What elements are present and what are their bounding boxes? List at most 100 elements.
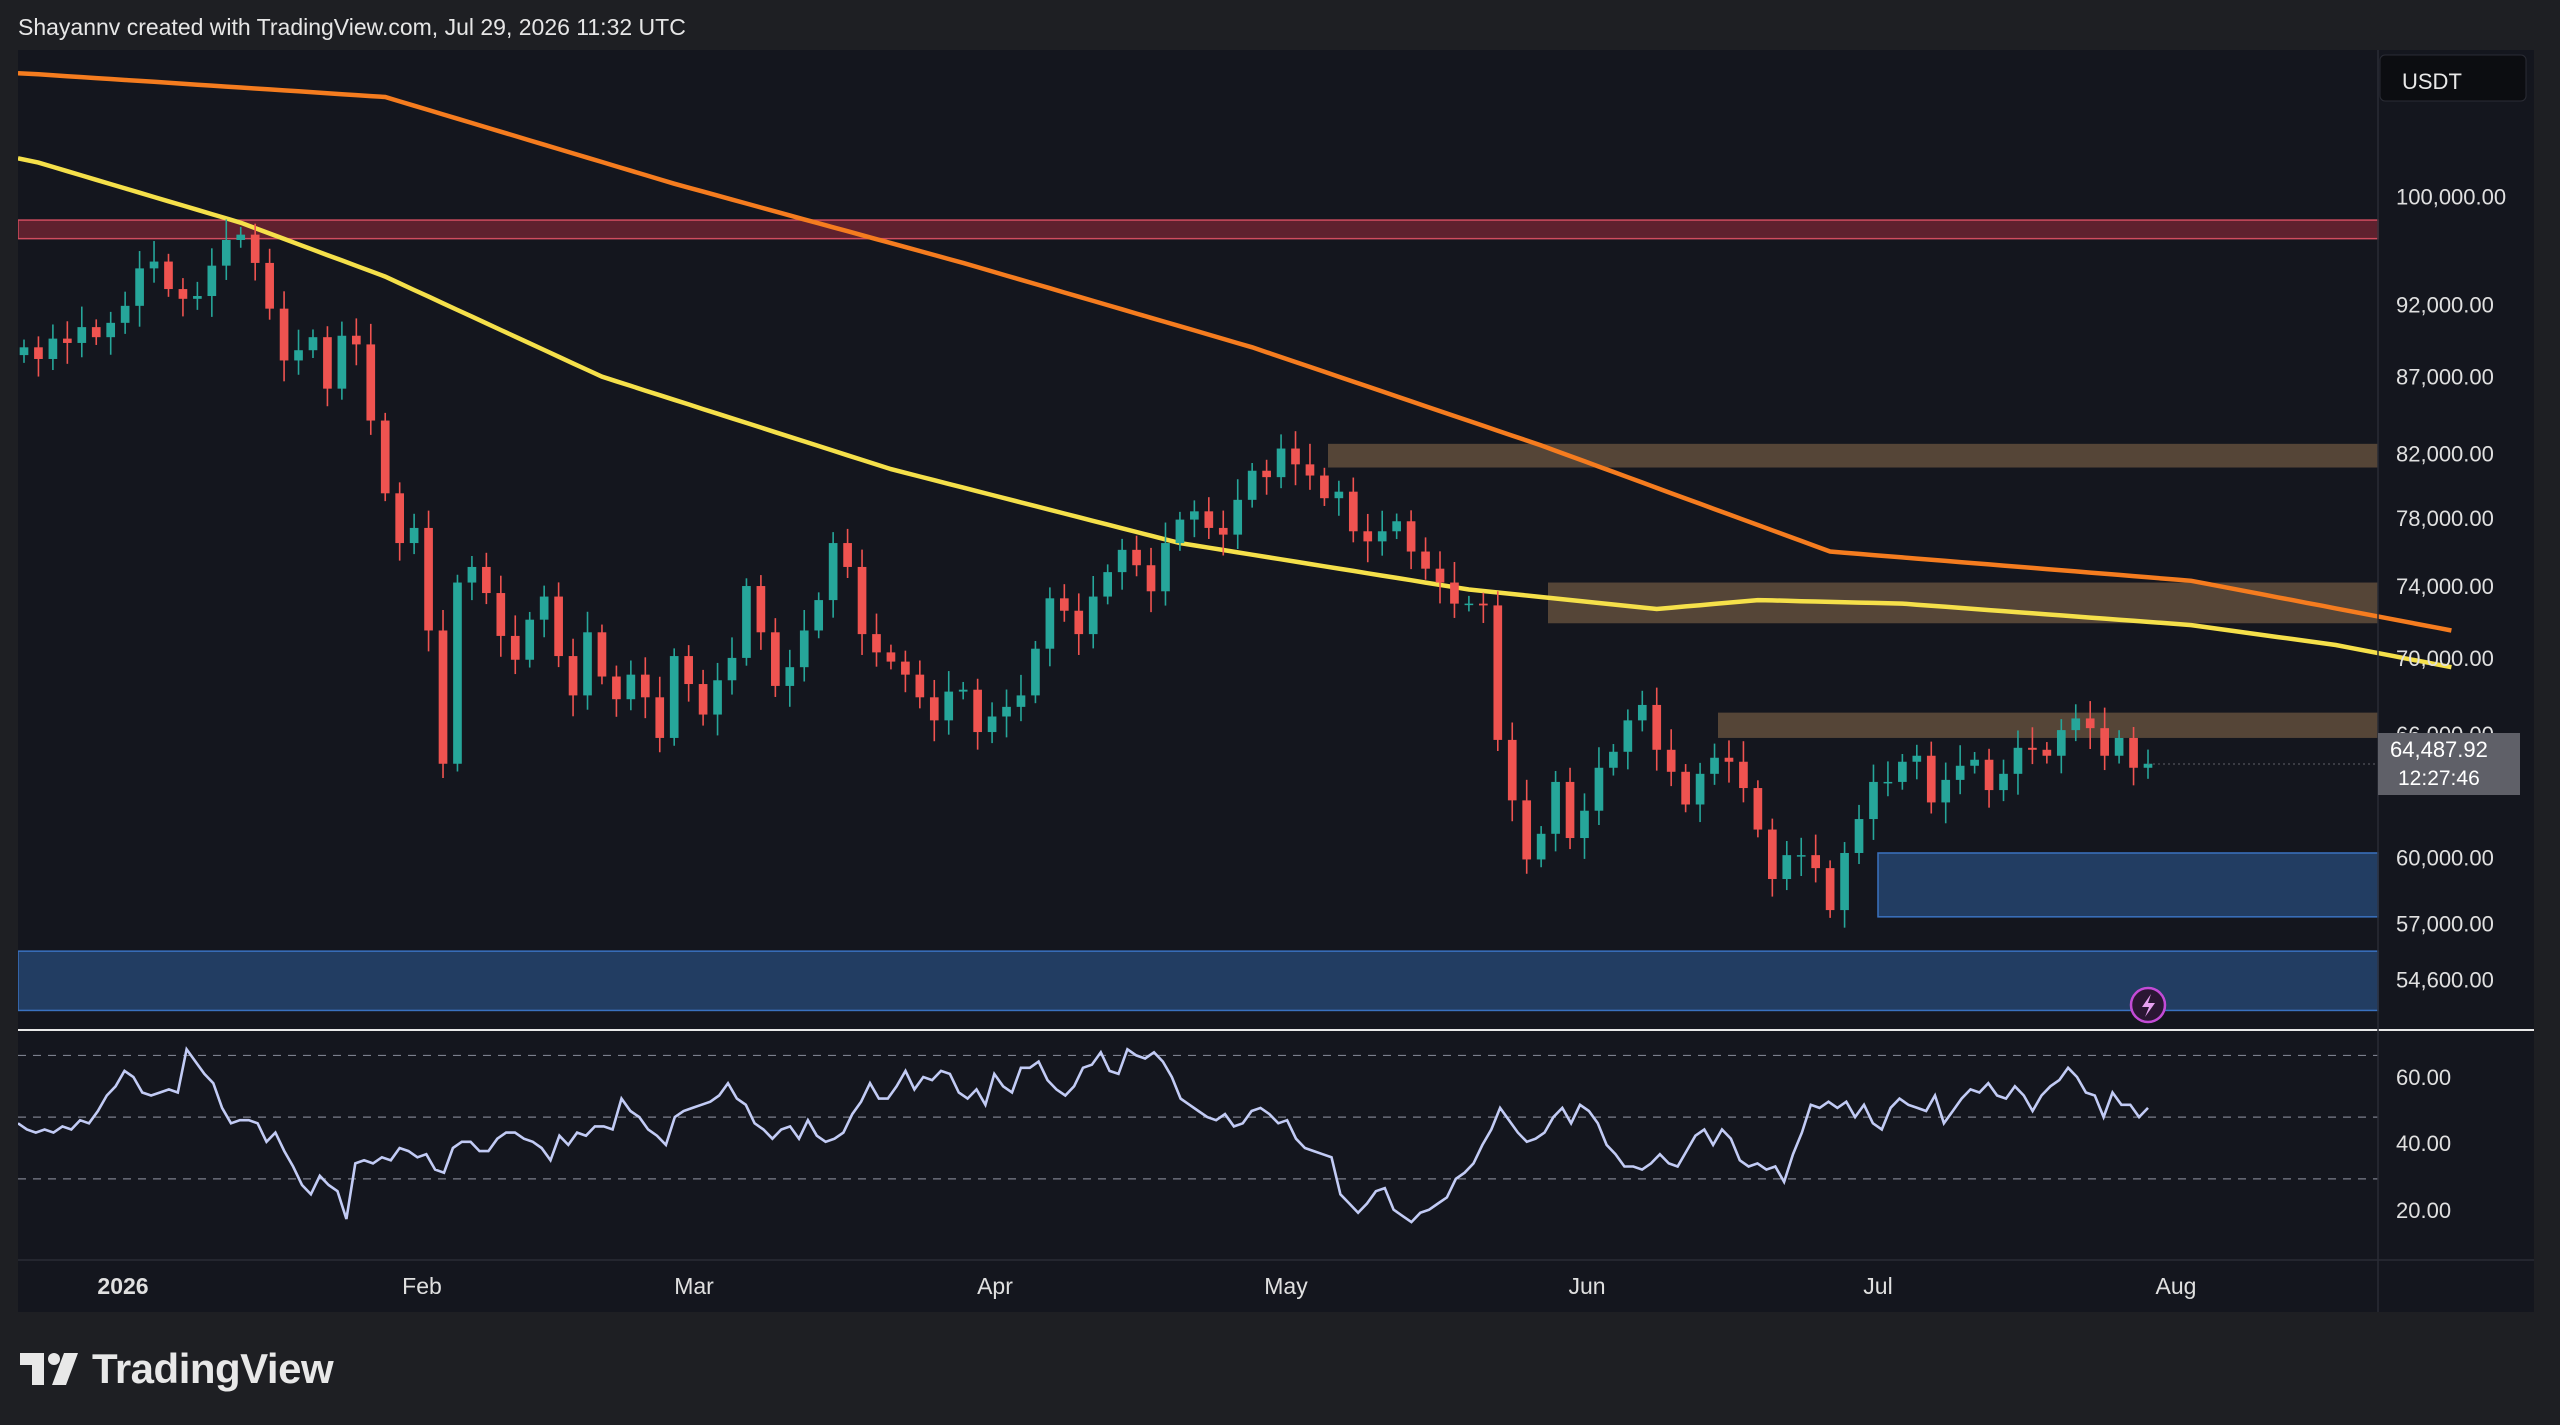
- candle-body: [1247, 470, 1257, 500]
- candle-body: [467, 566, 477, 583]
- currency-box[interactable]: [2379, 54, 2527, 102]
- candle-body: [771, 632, 780, 686]
- price-tick-label: 82,000.00: [2396, 441, 2494, 466]
- candle-body: [48, 338, 58, 359]
- currency-label: USDT: [2402, 69, 2462, 94]
- candle-body: [1218, 527, 1228, 535]
- candle-body: [1045, 598, 1055, 649]
- price-tick-label: 57,000.00: [2396, 912, 2494, 937]
- candle-body: [135, 268, 144, 306]
- candle-body: [1103, 572, 1113, 597]
- candle-body: [1883, 781, 1893, 784]
- candle-body: [1507, 739, 1517, 801]
- candle-body: [742, 586, 751, 658]
- chart-attribution: Shayannv created with TradingView.com, J…: [18, 14, 686, 40]
- time-tick-label: Aug: [2156, 1273, 2197, 1299]
- tradingview-logo: TradingView: [20, 1345, 334, 1393]
- candle-body: [2071, 718, 2081, 731]
- candle-body: [395, 493, 405, 544]
- price-chart[interactable]: USDT 60.00 40.00 20.00 2026 Feb Mar Apr May Jun…: [18, 50, 2534, 1312]
- candle-body: [1536, 833, 1546, 860]
- candle-body: [1204, 511, 1214, 528]
- candle-body: [1377, 531, 1387, 542]
- candle-body: [1609, 751, 1618, 768]
- candle-body: [424, 527, 433, 631]
- candle-body: [1190, 511, 1199, 520]
- supply-zone: [1718, 712, 2378, 738]
- candle-body: [482, 566, 491, 594]
- price-tick-label: 74,000.00: [2396, 574, 2494, 599]
- candle-body: [1161, 543, 1170, 592]
- candle-body: [785, 667, 795, 686]
- candle-body: [1710, 757, 1719, 774]
- candle-body: [1016, 695, 1026, 707]
- candle-body: [857, 566, 867, 635]
- candle-body: [1406, 521, 1416, 552]
- candle-body: [1464, 603, 1474, 606]
- price-tick-label: 54,600.00: [2396, 967, 2494, 992]
- candle-body: [510, 635, 520, 660]
- candle-body: [684, 656, 693, 685]
- candle-body: [872, 634, 881, 653]
- demand-zone: [1877, 852, 2379, 918]
- candle-body: [207, 265, 217, 297]
- candle-body: [655, 697, 665, 738]
- candle-body: [1551, 781, 1560, 834]
- rsi-tick-label: 20.00: [2396, 1198, 2451, 1223]
- candle-body: [539, 596, 549, 620]
- price-tick-label: 60,000.00: [2396, 845, 2494, 870]
- candle-body: [886, 652, 896, 662]
- candle-body: [2085, 718, 2095, 729]
- candle-body: [612, 676, 621, 700]
- candle-body: [236, 234, 246, 240]
- candle-body: [944, 691, 954, 721]
- candle-body: [698, 684, 708, 715]
- candle-body: [828, 543, 838, 601]
- candle-body: [1854, 819, 1864, 853]
- last-price-label-box: [2378, 733, 2520, 795]
- candle-body: [2100, 728, 2109, 756]
- candle-body: [1970, 759, 1979, 766]
- candle-body: [1782, 855, 1792, 880]
- candle-body: [1840, 852, 1849, 911]
- candle-body: [901, 661, 910, 675]
- chart-panel[interactable]: USDT 60.00 40.00 20.00 2026 Feb Mar Apr May Jun…: [18, 50, 2534, 1312]
- resistance-zone: [18, 219, 2379, 240]
- time-tick-label: 2026: [97, 1273, 148, 1299]
- candle-body: [799, 630, 809, 668]
- candle-body: [640, 674, 650, 698]
- candle-body: [669, 656, 679, 738]
- candle-body: [843, 543, 852, 567]
- candle-body: [19, 347, 29, 356]
- candle-body: [568, 656, 578, 696]
- candle-body: [2129, 737, 2138, 768]
- rsi-line: [18, 1046, 2149, 1224]
- candle-body: [106, 322, 116, 338]
- candle-body: [1767, 829, 1777, 880]
- candle-body: [915, 674, 925, 698]
- candle-body: [554, 596, 563, 657]
- candle-body: [1320, 475, 1329, 499]
- supply-zone: [1548, 582, 2378, 624]
- candle-body: [63, 338, 72, 343]
- candle-body: [91, 327, 101, 338]
- candle-body: [308, 337, 318, 351]
- rsi-tick-label: 60.00: [2396, 1065, 2451, 1090]
- candle-body: [2042, 749, 2052, 756]
- candle-body: [1175, 519, 1185, 544]
- candle-body: [1666, 749, 1676, 772]
- candle-body: [1580, 810, 1589, 839]
- candle-body: [1984, 759, 1994, 791]
- candle-body: [1739, 761, 1748, 789]
- candle-body: [164, 261, 173, 290]
- ma-fast-line: [18, 156, 2452, 670]
- candle-body: [713, 680, 722, 715]
- price-tick-label: 78,000.00: [2396, 506, 2494, 531]
- candle-body: [958, 689, 968, 692]
- candle-body: [929, 697, 939, 721]
- last-price-label: 64,487.92: [2390, 737, 2488, 762]
- time-tick-label: Mar: [674, 1273, 714, 1299]
- alert-icon[interactable]: [2129, 986, 2167, 1024]
- candle-body: [178, 289, 188, 299]
- price-tick-label: 87,000.00: [2396, 365, 2494, 390]
